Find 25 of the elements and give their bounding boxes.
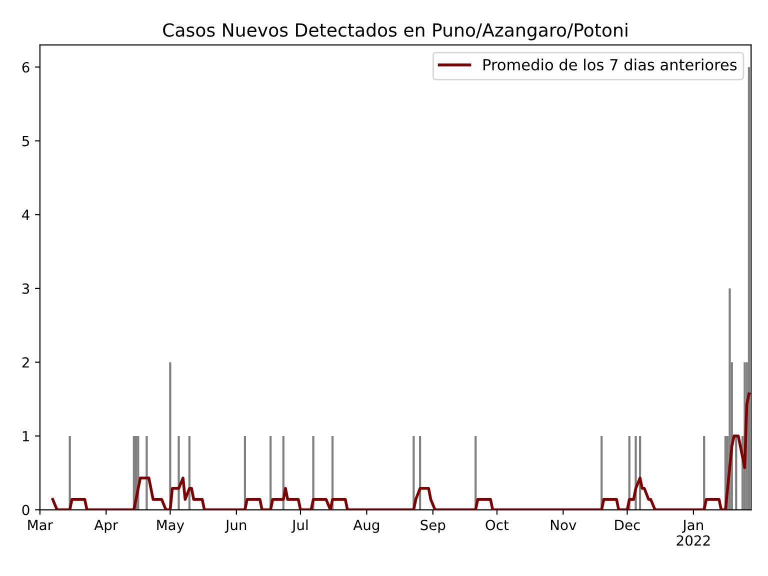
- x-tick-label: Jan 2022: [676, 520, 710, 546]
- bar: [178, 436, 180, 510]
- bar: [735, 436, 738, 510]
- x-tick-label: Jun: [224, 520, 246, 533]
- x-tick-label: Apr: [94, 520, 118, 533]
- y-tick-label: 4: [22, 210, 30, 220]
- x-tick-label: Mar: [28, 520, 54, 530]
- y-tick-label: 3: [22, 283, 30, 294]
- x-tick-label: Dec: [615, 520, 640, 530]
- y-tick-label: 1: [22, 431, 29, 442]
- chart-title: Casos Nuevos Detectados en Puno/Azangaro/Potoni: [163, 22, 628, 40]
- y-tick-label: 0: [22, 504, 30, 516]
- line-series: [51, 392, 750, 510]
- x-tick-label: May: [157, 520, 184, 533]
- x-tick-label: Jul: [291, 519, 308, 533]
- x-tick-label: Sep: [420, 520, 446, 533]
- y-tick-label: 5: [22, 136, 29, 146]
- legend-label: Promedio de los 7 dias anteriores: [484, 58, 737, 71]
- x-tick-label: Aug: [353, 520, 379, 533]
- y-tick-label: 6: [22, 62, 30, 73]
- x-tick-label: Oct: [486, 520, 509, 530]
- y-tick-label: 2: [22, 357, 29, 368]
- bar: [748, 67, 750, 510]
- bar: [146, 436, 148, 510]
- x-tick-label: Nov: [550, 520, 576, 530]
